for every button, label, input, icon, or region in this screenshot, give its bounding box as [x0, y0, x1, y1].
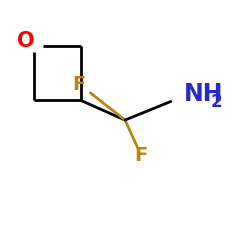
Text: O: O [17, 31, 35, 51]
Text: F: F [134, 146, 148, 166]
Text: F: F [73, 75, 86, 94]
Text: NH: NH [184, 82, 224, 106]
Text: 2: 2 [210, 92, 222, 110]
